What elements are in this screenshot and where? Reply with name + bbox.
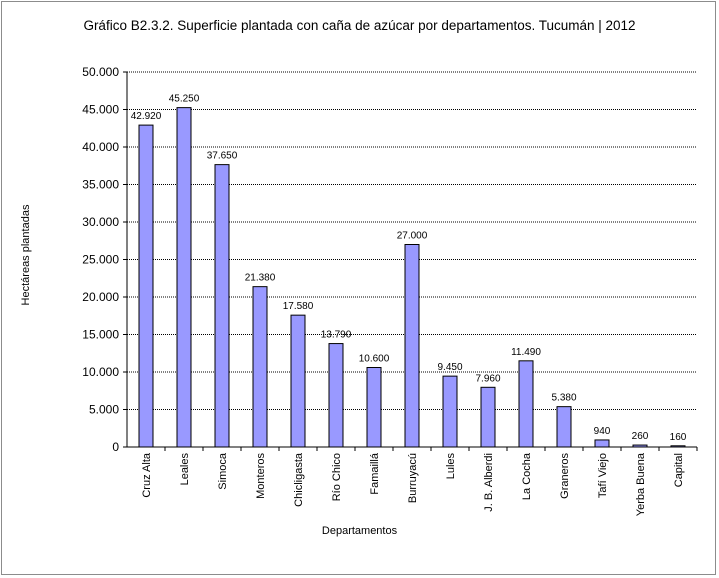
bar — [138, 124, 154, 448]
bar — [404, 244, 420, 448]
x-axis-label: Departamentos — [321, 525, 398, 537]
bar — [328, 343, 344, 448]
x-tick-label: Yerba Buena — [635, 452, 647, 516]
data-label: 10.600 — [359, 354, 390, 365]
bar — [290, 314, 306, 448]
x-tick-label: Monteros — [255, 453, 267, 499]
y-tick-label: 50.000 — [82, 65, 119, 79]
x-tick-label: Chicligasta — [293, 452, 305, 507]
x-tick-label: Tafí Viejo — [597, 453, 609, 498]
data-label: 45.250 — [169, 94, 200, 105]
y-tick-label: 30.000 — [82, 215, 119, 229]
y-tick-label: 35.000 — [82, 178, 119, 192]
bar — [518, 360, 534, 448]
y-tick-label: 40.000 — [82, 140, 119, 154]
y-tick-label: 10.000 — [82, 365, 119, 379]
bar — [594, 439, 610, 448]
y-tick-label: 5.000 — [89, 403, 119, 417]
data-label: 42.920 — [131, 111, 162, 122]
data-label: 21.380 — [245, 273, 276, 284]
x-tick-label: Lules — [445, 453, 457, 480]
bar — [366, 367, 382, 448]
data-label: 160 — [670, 432, 687, 443]
x-tick-label: Burruyacú — [407, 453, 419, 503]
x-tick-label: La Cocha — [521, 452, 533, 500]
y-tick-label: 15.000 — [82, 328, 119, 342]
x-tick-label: Capital — [673, 453, 685, 487]
x-tick-label: Famaillá — [369, 452, 381, 494]
data-label: 7.960 — [475, 373, 500, 384]
y-tick-label: 20.000 — [82, 290, 119, 304]
data-label: 9.450 — [437, 362, 462, 373]
x-tick-label: Simoca — [217, 452, 229, 490]
y-tick-label: 0 — [112, 440, 119, 454]
y-tick-label: 45.000 — [82, 103, 119, 117]
data-label: 37.650 — [207, 151, 238, 162]
x-tick-label: Río Chico — [331, 453, 343, 501]
data-label: 27.000 — [397, 231, 428, 242]
x-tick-label: Graneros — [559, 453, 571, 499]
bar — [176, 107, 192, 448]
y-tick-label: 25.000 — [82, 253, 119, 267]
x-tick-label: J. B. Alberdi — [483, 453, 495, 512]
data-label: 940 — [594, 426, 611, 437]
data-label: 260 — [632, 431, 649, 442]
chart-title: Gráfico B2.3.2. Superficie plantada con … — [83, 18, 636, 33]
bar — [556, 406, 572, 448]
data-label: 11.490 — [511, 347, 541, 358]
bar — [442, 375, 458, 448]
x-tick-label: Leales — [179, 453, 191, 486]
x-tick-label: Cruz Alta — [141, 452, 153, 498]
data-label: 5.380 — [551, 393, 576, 404]
data-label: 13.790 — [321, 330, 352, 341]
bar — [480, 386, 496, 448]
bar — [214, 164, 230, 448]
bar — [252, 286, 268, 448]
data-label: 17.580 — [283, 301, 314, 312]
